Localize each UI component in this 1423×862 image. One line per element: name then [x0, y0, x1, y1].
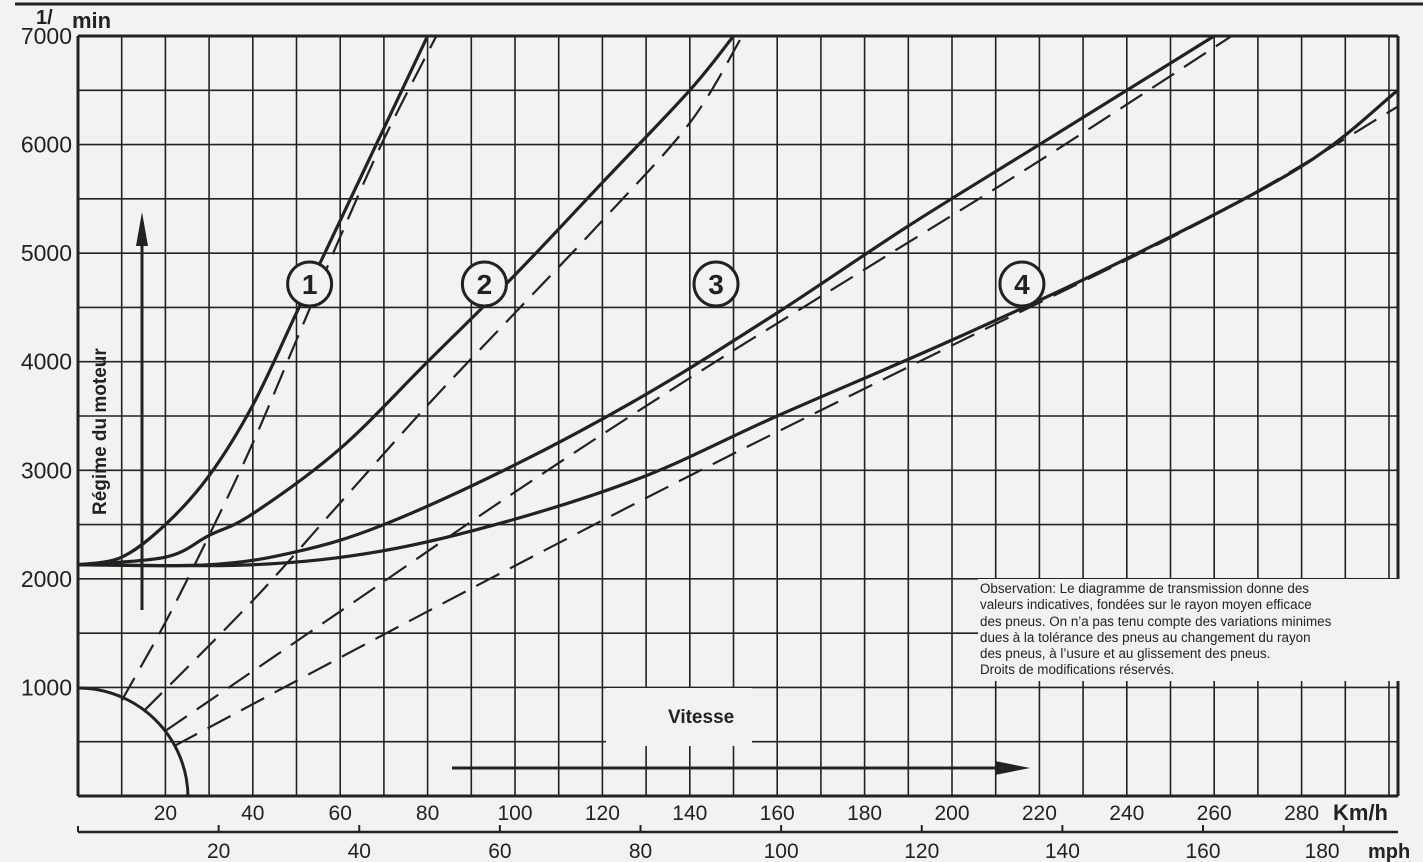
gear-3-dashed-line	[164, 36, 1233, 732]
x-tick-label-kmh: 140	[672, 802, 707, 825]
x-tick-label-kmh: 280	[1284, 802, 1319, 825]
x-tick-label-kmh: 260	[1197, 802, 1232, 825]
kmh-unit-label: Km/h	[1333, 800, 1388, 825]
gear-2-solid-line	[78, 36, 735, 567]
x-tick-label-mph: 120	[904, 840, 939, 862]
x-tick-label-kmh: 220	[1022, 802, 1057, 825]
mph-unit-label: mph	[1368, 841, 1410, 862]
y-tick-label: 3000	[21, 457, 72, 483]
x-tick-label-mph: 140	[1045, 840, 1080, 862]
gear-marker-label: 4	[1014, 269, 1030, 300]
x-axis-mph: 20 40 60 80 100 120 140 160 180	[77, 825, 1398, 862]
y-tick-label: 6000	[21, 132, 72, 158]
x-tick-label-kmh: 160	[760, 802, 795, 825]
plot-grid	[76, 34, 1400, 798]
y-axis-title: Régime du moteur	[90, 348, 111, 515]
x-tick-label-kmh: 200	[934, 802, 969, 825]
y-tick-label: 2000	[21, 566, 72, 592]
note-line: des pneus, à l’usure et au glissement de…	[980, 646, 1271, 662]
x-tick-label-mph: 160	[1185, 840, 1220, 862]
x-tick-label-mph: 20	[207, 840, 230, 862]
idle-quarter-circle	[77, 686, 190, 797]
gear-marker-label: 3	[708, 269, 724, 300]
x-tick-label-kmh: 180	[847, 802, 882, 825]
y-tick-label: 7000	[21, 23, 72, 49]
x-tick-label-kmh: 80	[416, 802, 439, 825]
y-tick-label: 4000	[21, 349, 72, 375]
gear-marker-circle	[692, 260, 740, 308]
y-tick-label: 1000	[21, 674, 72, 700]
y-tick-label: 5000	[21, 240, 72, 266]
x-axis-kmh-ticks: 20 40 60 80 100 120 140 160 180 200 220 240 260 280	[154, 802, 1319, 825]
note-line: valeurs indicatives, fondées sur le rayo…	[980, 597, 1312, 613]
x-tick-label-mph: 60	[488, 840, 511, 862]
arrow-up-icon	[136, 212, 148, 246]
arrow-right-icon	[995, 761, 1030, 775]
gear-3-solid-line	[78, 36, 1216, 568]
vitesse-label-bg	[606, 688, 752, 746]
x-tick-label-kmh: 120	[585, 802, 620, 825]
x-tick-label-kmh: 100	[497, 802, 532, 825]
x-tick-label-kmh: 20	[154, 802, 177, 825]
gear-4-solid-line	[78, 89, 1398, 568]
gear-marker-label: 2	[477, 269, 493, 300]
note-line: Observation: Le diagramme de transmissio…	[980, 581, 1309, 596]
gear-marker-circle	[460, 260, 508, 308]
gear-curves	[78, 36, 1398, 748]
gear-2-dashed-line	[142, 36, 744, 713]
gear-marker-label: 1	[302, 269, 318, 300]
x-tick-label-mph: 40	[348, 840, 371, 862]
x-tick-label-mph: 80	[629, 840, 652, 862]
x-tick-label-mph: 180	[1305, 840, 1340, 862]
gear-marker-circle	[998, 260, 1046, 308]
gear-markers: 1 2 3 4	[286, 260, 1046, 308]
x-tick-label-mph: 100	[764, 840, 799, 862]
x-tick-label-kmh: 60	[329, 802, 352, 825]
gear-1-solid-line	[78, 36, 430, 567]
observation-note: Observation: Le diagramme de transmissio…	[978, 579, 1400, 681]
x-tick-label-kmh: 240	[1109, 802, 1144, 825]
y-unit-label-min: min	[72, 8, 111, 33]
note-line: dues à la tolérance des pneus au changem…	[980, 629, 1311, 645]
gear-marker-circle	[286, 260, 334, 308]
gear-1-dashed-line	[120, 36, 438, 701]
x-tick-label-kmh: 40	[241, 802, 264, 825]
note-line: des pneus. On n’a pas tenu compte des va…	[980, 613, 1332, 629]
gear-4-dashed-line	[173, 105, 1398, 748]
x-axis-title: Vitesse	[668, 707, 734, 728]
y-unit-label: 1/	[36, 7, 53, 29]
note-line: Droits de modifications réservés.	[980, 662, 1175, 678]
y-axis-ticks: 1000 2000 3000 4000 5000 6000 7000	[21, 23, 72, 700]
